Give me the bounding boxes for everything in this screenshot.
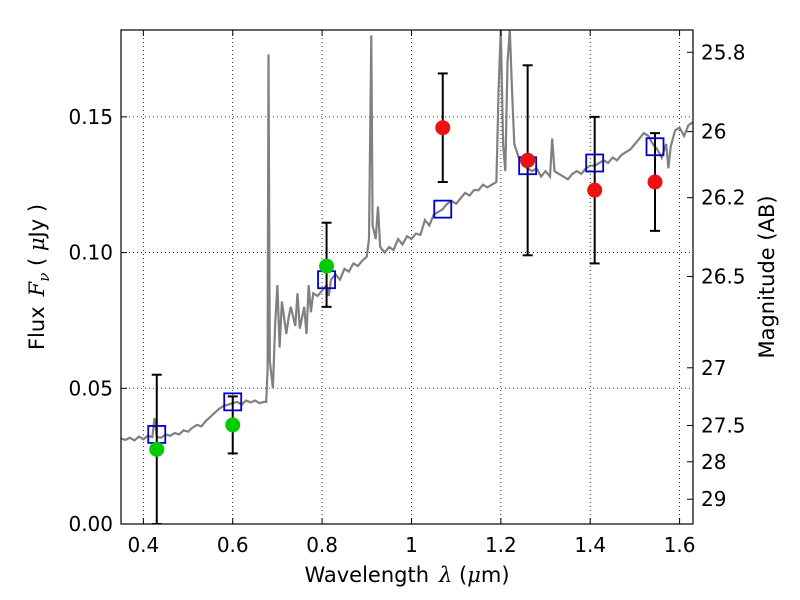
y-tick-label: 0.10 xyxy=(68,241,113,265)
y2-tick-label: 29 xyxy=(701,487,726,511)
y-tick-label: 0.05 xyxy=(68,376,113,400)
x-tick-label: 1.6 xyxy=(664,533,696,557)
model-band-marker xyxy=(223,392,243,412)
observed-point xyxy=(587,182,603,198)
y-tick-label: 0.00 xyxy=(68,512,113,536)
model-spectrum-line xyxy=(121,30,693,442)
y2-tick-label: 27.5 xyxy=(701,413,746,437)
observed-point xyxy=(435,120,451,136)
x-tick-label: 1 xyxy=(405,533,418,557)
y2-tick-label: 26.2 xyxy=(701,186,746,210)
y2-tick-label: 26.5 xyxy=(701,264,746,288)
model-band-marker xyxy=(645,137,665,157)
observed-point xyxy=(319,258,335,274)
grid-lines xyxy=(121,30,693,525)
y2-tick-label: 25.8 xyxy=(701,40,746,64)
model-band-markers xyxy=(147,137,665,444)
x-tick-label: 0.4 xyxy=(127,533,159,557)
x-tick-label: 0.6 xyxy=(217,533,249,557)
error-bars xyxy=(151,64,661,524)
x-tick-label: 1.4 xyxy=(574,533,606,557)
observed-point xyxy=(647,174,663,190)
y2-tick-label: 28 xyxy=(701,450,726,474)
x-tick-label: 0.8 xyxy=(306,533,338,557)
y-axis-ticks: 0.00 0.05 0.10 0.15 xyxy=(68,105,127,536)
model-band-marker xyxy=(433,199,453,219)
y2-tick-label: 27 xyxy=(701,356,726,380)
observed-points xyxy=(149,120,663,457)
observed-point xyxy=(520,152,536,168)
x-tick-label: 1.2 xyxy=(485,533,517,557)
y-axis-label: FluxFν ( μJy ) xyxy=(25,204,53,350)
x-axis-label: Wavelength λ (μm) xyxy=(304,563,509,587)
y-tick-label: 0.15 xyxy=(68,105,113,129)
plot-content xyxy=(121,30,693,524)
y2-axis-label: Magnitude (AB) xyxy=(755,195,779,358)
plot-frame xyxy=(120,29,694,525)
x-axis-ticks: 0.4 0.6 0.8 1 1.2 1.4 1.6 xyxy=(127,30,696,557)
y2-axis-ticks: 25.8 26 26.2 26.5 27 27.5 28 29 xyxy=(687,40,746,511)
model-band-marker xyxy=(585,153,605,173)
observed-point xyxy=(225,417,241,433)
observed-point xyxy=(149,441,165,457)
y2-tick-label: 26 xyxy=(701,120,726,144)
